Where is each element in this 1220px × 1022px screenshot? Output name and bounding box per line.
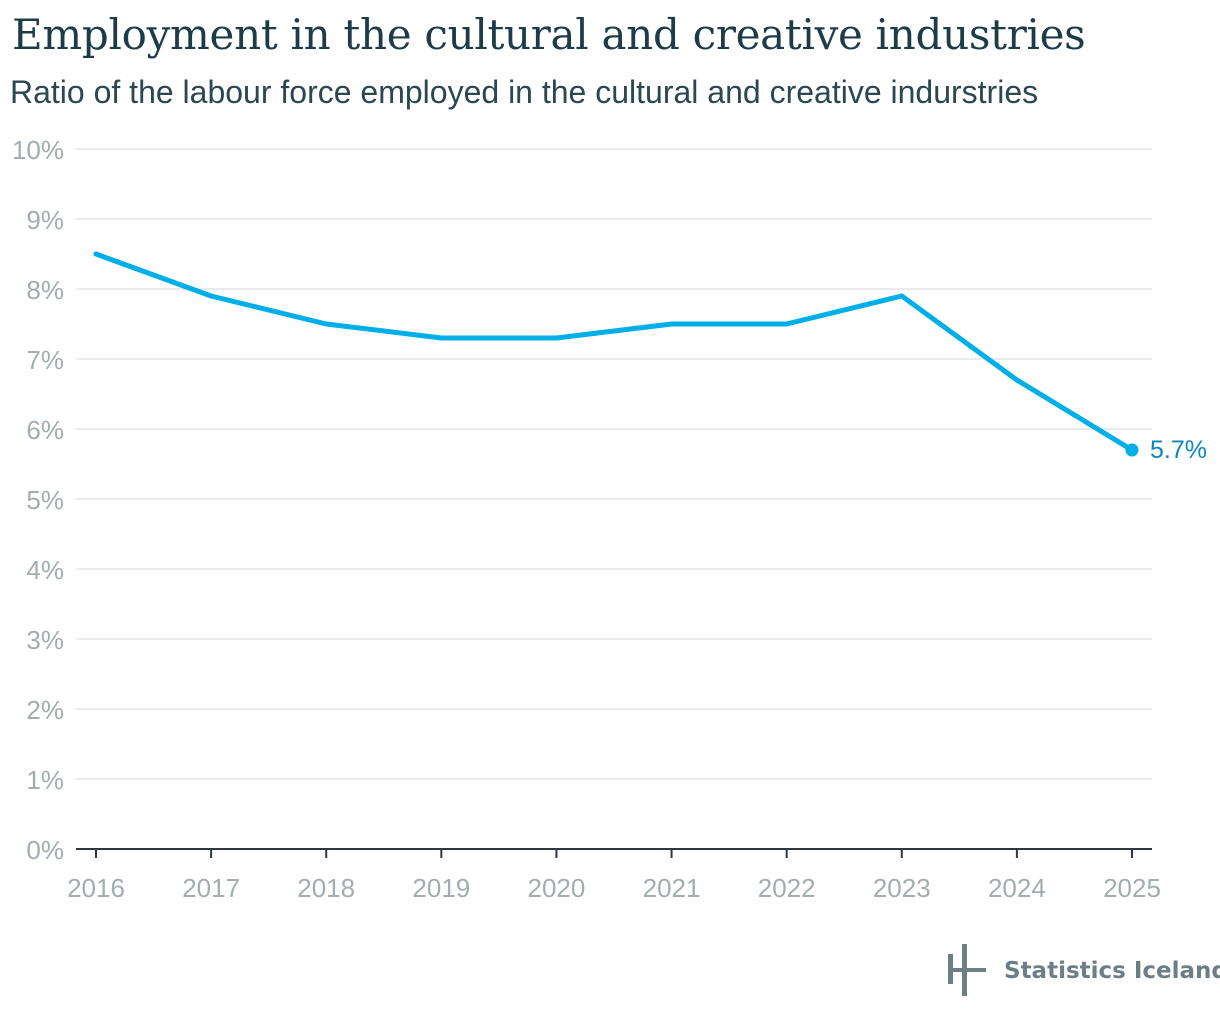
- x-tick-label: 2017: [182, 873, 240, 903]
- y-tick-label: 10%: [12, 135, 64, 165]
- statistics-iceland-logo: Statistics Iceland: [944, 944, 1220, 1000]
- data-point: [899, 293, 905, 299]
- x-tick-label: 2020: [528, 873, 586, 903]
- y-tick-label: 3%: [26, 625, 64, 655]
- data-point: [1014, 377, 1020, 383]
- x-tick-label: 2025: [1103, 873, 1161, 903]
- statistics-iceland-logo-icon: [948, 944, 986, 996]
- data-point: [784, 321, 790, 327]
- source-name: Statistics Iceland: [1004, 958, 1220, 984]
- y-tick-label: 2%: [26, 695, 64, 725]
- data-point: [553, 335, 559, 341]
- data-point: [669, 321, 675, 327]
- chart-subtitle: Ratio of the labour force employed in th…: [10, 74, 1039, 110]
- line-chart: 0% 1% 2% 3% 4% 5% 6% 7% 8% 9% 10% 2016 2017 2018 2019 2…: [12, 135, 1207, 903]
- x-tick-label: 2024: [988, 873, 1046, 903]
- x-tick-label: 2016: [67, 873, 125, 903]
- data-point: [93, 251, 99, 257]
- y-tick-label: 1%: [26, 765, 64, 795]
- data-point: [1125, 443, 1139, 457]
- series-line: [93, 251, 1135, 453]
- y-tick-label: 0%: [26, 835, 64, 865]
- data-point: [323, 321, 329, 327]
- x-tick-label: 2023: [873, 873, 931, 903]
- y-tick-label: 6%: [26, 415, 64, 445]
- y-tick-label: 8%: [26, 275, 64, 305]
- y-tick-label: 7%: [26, 345, 64, 375]
- chart-title: Employment in the cultural and creative …: [12, 10, 1086, 59]
- y-tick-label: 9%: [26, 205, 64, 235]
- x-tick-label: 2018: [297, 873, 355, 903]
- data-point: [438, 335, 444, 341]
- x-tick-label: 2022: [758, 873, 816, 903]
- x-tick-label: 2021: [643, 873, 701, 903]
- y-tick-label: 4%: [26, 555, 64, 585]
- x-tick-label: 2019: [412, 873, 470, 903]
- y-tick-label: 5%: [26, 485, 64, 515]
- data-point: [208, 293, 214, 299]
- end-value-label: 5.7%: [1150, 436, 1207, 464]
